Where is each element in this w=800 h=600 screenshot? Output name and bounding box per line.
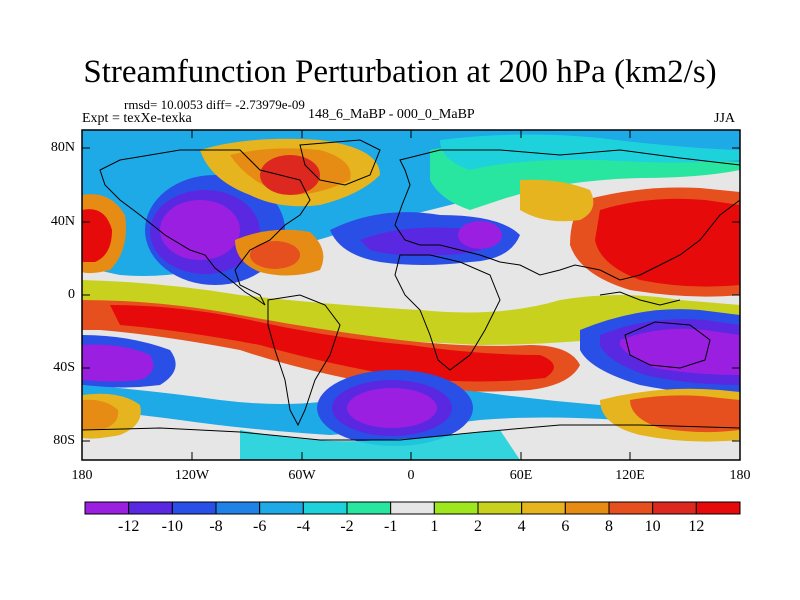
y-tick-80s: 80S (53, 433, 75, 448)
case-label: 148_6_MaBP - 000_0_MaBP (308, 107, 475, 122)
colorbar-swatch (215, 501, 261, 515)
y-tick-80n: 80N (50, 140, 75, 155)
stats-label: rmsd= 10.0053 diff= -2.73979e-09 (124, 97, 305, 112)
coast-indonesia (599, 291, 681, 306)
colorbar-swatch (259, 501, 304, 515)
sp-west-core (82, 399, 119, 430)
colorbar-swatch (521, 501, 566, 515)
coastlines (82, 139, 740, 441)
colorbar-swatch (477, 501, 523, 515)
contour-field (82, 130, 740, 460)
na-low-core (160, 200, 240, 260)
colorbar (84, 501, 741, 515)
colorbar-label: -10 (161, 518, 183, 535)
colorbar-swatch (433, 501, 479, 515)
axis-ticks (81, 130, 741, 460)
colorbar-label: -1 (383, 518, 398, 535)
colorbar-swatch (652, 501, 697, 515)
season-label: JJA (714, 111, 736, 126)
me-high (520, 179, 594, 222)
eurasia-core (458, 221, 502, 249)
colorbar-swatch (346, 501, 392, 515)
colorbar-swatch (171, 501, 217, 515)
colorbar-label: 6 (561, 518, 570, 535)
coast-south-america (267, 294, 341, 427)
x-tick-180w: 180 (71, 468, 93, 483)
colorbar-swatch (564, 501, 610, 515)
colorbar-label: 1 (430, 518, 439, 535)
colorbar-label: -2 (340, 518, 354, 535)
colorbar-label: -6 (252, 518, 267, 535)
x-tick-180e: 180 (729, 468, 751, 483)
colorbar-swatch (128, 501, 173, 515)
coast-north-america (99, 149, 311, 306)
polar-south (240, 430, 520, 460)
south-red (110, 305, 554, 382)
colorbar-label: 2 (474, 518, 482, 535)
coast-australia (624, 321, 711, 369)
x-tick-120e: 120E (615, 468, 645, 483)
x-tick-0: 0 (407, 468, 415, 483)
y-tick-40s: 40S (53, 360, 75, 375)
arctic-high-core (260, 155, 320, 195)
colorbar-swatch (84, 501, 130, 515)
y-tick-0: 0 (68, 287, 75, 302)
colorbar-label: 4 (517, 518, 526, 535)
y-tick-40n: 40N (50, 214, 75, 229)
x-tick-60w: 60W (288, 468, 316, 483)
coast-antarctica (82, 424, 740, 441)
colorbar-label: 12 (688, 518, 705, 535)
x-tick-60e: 60E (509, 468, 533, 483)
ne-high (595, 198, 740, 287)
colorbar-label: 10 (644, 518, 661, 535)
plot-title: Streamfunction Perturbation at 200 hPa (… (83, 54, 717, 90)
colorbar-swatch (390, 501, 435, 515)
colorbar-label: -12 (117, 518, 140, 535)
colorbar-swatch (695, 501, 741, 515)
sa-low-core (347, 388, 437, 428)
colorbar-label: -8 (209, 518, 223, 535)
coast-africa (394, 254, 501, 371)
coast-greenland (299, 139, 381, 186)
colorbar-swatch (302, 501, 348, 515)
sw-low (82, 344, 154, 382)
colorbar-label: -4 (296, 518, 310, 535)
colorbar-label: 8 (605, 518, 613, 535)
experiment-label: Expt = texXe-texka (82, 111, 192, 126)
x-tick-120w: 120W (174, 468, 210, 483)
colorbar-swatch (608, 501, 654, 515)
coast-eurasia (394, 149, 740, 281)
atlantic-high-core (250, 241, 300, 269)
si-high (630, 395, 740, 433)
